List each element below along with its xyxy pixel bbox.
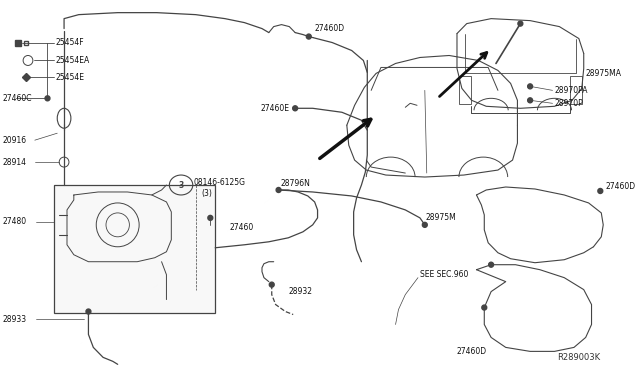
- Text: 28970PA: 28970PA: [554, 86, 588, 95]
- Ellipse shape: [208, 215, 212, 220]
- Text: SEE SEC.960: SEE SEC.960: [420, 270, 468, 279]
- Text: 3: 3: [179, 180, 184, 189]
- Text: 28933: 28933: [3, 315, 27, 324]
- Text: 27460C: 27460C: [3, 94, 32, 103]
- Ellipse shape: [482, 305, 487, 310]
- Ellipse shape: [527, 84, 532, 89]
- Ellipse shape: [292, 106, 298, 111]
- Text: 27460: 27460: [230, 223, 254, 232]
- Text: 27460D: 27460D: [315, 24, 345, 33]
- Ellipse shape: [527, 98, 532, 103]
- Text: 25454E: 25454E: [55, 73, 84, 82]
- Text: 27460D: 27460D: [605, 183, 636, 192]
- Ellipse shape: [489, 262, 493, 267]
- Text: 20916: 20916: [3, 136, 27, 145]
- Text: 27460D: 27460D: [457, 347, 487, 356]
- Ellipse shape: [518, 21, 523, 26]
- Text: 28970P: 28970P: [554, 99, 583, 108]
- Text: 25454F: 25454F: [55, 38, 84, 47]
- Text: 28914: 28914: [3, 158, 27, 167]
- Bar: [459, 76, 470, 104]
- Ellipse shape: [45, 96, 50, 101]
- Text: 28932: 28932: [288, 287, 312, 296]
- Text: 27480: 27480: [3, 217, 27, 227]
- Text: 27460E: 27460E: [260, 104, 289, 113]
- Bar: [54, 185, 215, 312]
- Text: 28975MA: 28975MA: [586, 69, 621, 78]
- Text: (3): (3): [202, 189, 212, 199]
- Bar: [570, 76, 582, 104]
- Text: 08146-6125G: 08146-6125G: [194, 177, 246, 186]
- Ellipse shape: [307, 34, 311, 39]
- Ellipse shape: [422, 222, 428, 227]
- Text: 25454EA: 25454EA: [55, 56, 90, 65]
- Ellipse shape: [598, 189, 603, 193]
- Text: R289003K: R289003K: [557, 353, 600, 362]
- Ellipse shape: [269, 282, 274, 287]
- Ellipse shape: [276, 187, 281, 192]
- Text: 28975M: 28975M: [426, 214, 456, 222]
- Text: 28796N: 28796N: [280, 179, 310, 187]
- Ellipse shape: [86, 309, 91, 314]
